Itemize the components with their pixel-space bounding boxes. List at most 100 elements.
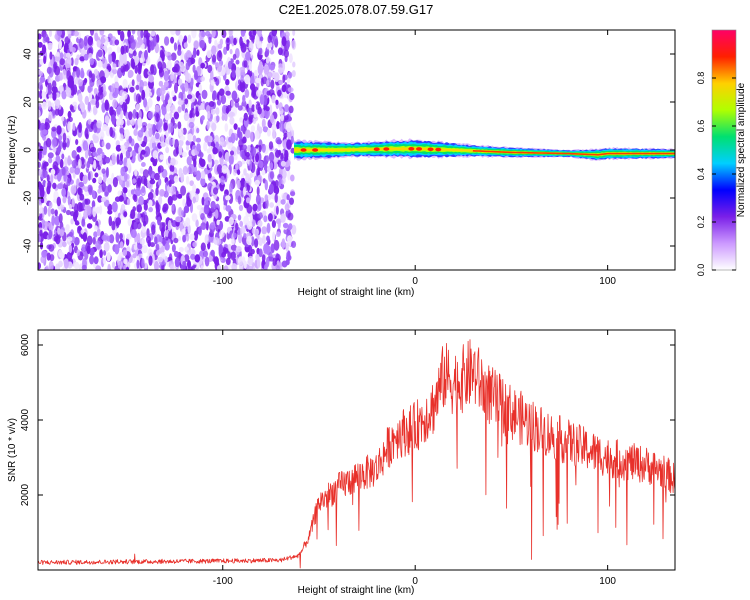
noise-cell [57,30,62,37]
noise-cell [134,55,140,65]
noise-cell [288,105,294,114]
noise-cell [267,213,273,222]
noise-cell [290,135,294,145]
noise-cell [187,260,191,269]
noise-cell [275,253,281,263]
noise-cell [43,144,48,156]
noise-cell [158,68,165,78]
noise-cell [289,92,295,101]
noise-cell [170,157,176,166]
noise-cell [207,153,212,163]
noise-cell [52,90,57,101]
noise-cell [39,89,43,100]
spectrogram-y-tick-label: 20 [23,96,34,108]
noise-cell [280,160,286,167]
noise-cell [71,150,77,159]
colorbar-tick-label: 0.2 [696,216,706,229]
noise-cell [169,264,175,270]
noise-cell [117,190,122,197]
noise-cell [231,238,235,246]
noise-cell [221,104,227,114]
noise-cell [88,52,93,60]
noise-cell [65,224,70,231]
noise-cell [130,229,137,239]
noise-cell [99,249,103,259]
noise-cell [275,99,279,106]
noise-cell [84,77,88,84]
noise-cell [227,243,232,251]
noise-cell [225,79,230,86]
noise-cell [204,234,209,245]
noise-cell [169,122,174,134]
noise-cell [122,249,128,256]
noise-cell [255,103,261,111]
noise-cell [288,55,293,62]
noise-cell [216,99,222,106]
noise-cell [108,53,113,64]
noise-cell [95,265,102,270]
noise-cell [194,254,201,263]
noise-cell [198,83,203,94]
noise-cell [74,57,79,66]
noise-cell [102,176,107,183]
noise-cell [67,195,71,206]
noise-cell [203,204,210,215]
noise-cell [87,101,92,112]
noise-cell [168,231,173,240]
noise-cell [160,134,165,144]
noise-cell [166,60,172,70]
noise-cell [199,39,205,49]
noise-cell [173,237,179,244]
spectrogram-axes: -100 0 100 -40 -20 0 20 40 [23,30,675,287]
noise-cell [65,209,71,216]
noise-cell [103,242,110,252]
noise-cell [132,50,137,57]
noise-cell [221,165,228,174]
noise-cell [96,155,102,162]
noise-cell [73,236,80,246]
noise-cell [246,204,253,214]
noise-cell [250,248,255,255]
noise-cell [81,218,86,227]
noise-cell [208,36,212,44]
noise-cell [228,30,234,37]
noise-cell [274,72,280,83]
noise-cell [82,140,89,151]
noise-cell [285,121,292,133]
noise-cell [122,187,128,194]
noise-cell [247,106,252,116]
noise-cell [120,204,126,211]
noise-cell [131,30,136,35]
noise-cell [240,30,246,37]
noise-cell [185,217,191,227]
noise-cell [137,212,141,220]
noise-cell [89,57,95,66]
noise-cell [69,104,74,111]
noise-cell [38,182,42,188]
noise-cell [178,167,183,178]
noise-cell [97,91,104,100]
noise-cell [135,84,140,91]
noise-cell [235,59,240,65]
noise-cell [226,105,232,112]
noise-cell [278,79,283,85]
noise-cell [266,235,270,242]
noise-cell [103,68,110,79]
noise-cell [67,75,74,87]
noise-cell [133,221,138,230]
noise-cell [57,183,64,190]
noise-cell [155,207,160,218]
noise-cell [178,145,183,156]
noise-cell [135,93,141,104]
noise-cell [39,122,46,131]
spectrogram-y-tick-label: 40 [23,48,34,60]
noise-cell [237,169,241,176]
snr-y-tick-label: 6000 [20,333,31,356]
noise-cell [159,189,165,197]
noise-cell [56,125,62,135]
noise-cell [129,86,135,93]
noise-cell [254,179,260,186]
noise-cell [175,216,182,223]
noise-cell [100,196,107,203]
